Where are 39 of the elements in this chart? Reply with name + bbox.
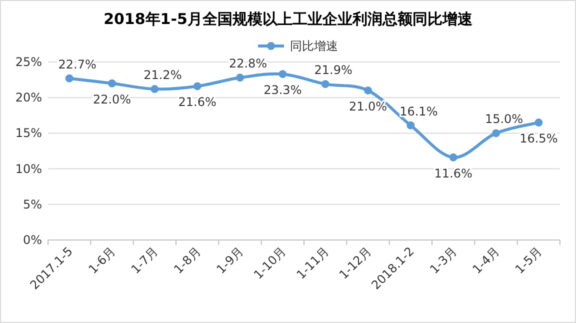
text: 21.0%: [348, 99, 388, 114]
x-tick-label: 1-3月: [427, 244, 460, 276]
point: [193, 82, 202, 90]
y-tick-label: 25%: [15, 55, 42, 69]
text: 16.5%: [520, 132, 558, 146]
point: [150, 85, 159, 94]
point: [108, 79, 116, 88]
text: 21.9%: [314, 63, 352, 78]
text: 11.6%: [434, 166, 472, 180]
point: [278, 70, 287, 78]
text: 22.7%: [58, 57, 96, 72]
text: 22.8%: [228, 56, 268, 71]
legend-label: 同比增速: [290, 39, 338, 53]
chart-title: 2018年1-5月全国规模以上工业企业利润总额同比增速: [104, 10, 474, 28]
text: 22.0%: [92, 92, 132, 106]
x-tick-label: 1-9月: [214, 244, 246, 276]
x-tick-label: 1-8月: [171, 244, 204, 276]
x-tick-label: 1-5月: [512, 244, 545, 276]
text: 21.6%: [178, 95, 216, 110]
point: [236, 74, 244, 82]
x-tick-label: 1-7月: [128, 244, 161, 276]
point: [449, 153, 458, 162]
y-tick-label: 20%: [15, 90, 42, 105]
x-tick-label: 1-6月: [86, 244, 118, 276]
y-tick-label: 5%: [22, 197, 42, 212]
y-tick-label: 10%: [15, 162, 42, 176]
y-tick-label: 0%: [22, 233, 42, 247]
text: 23.3%: [264, 83, 302, 98]
point: [492, 129, 500, 138]
text: 16.1%: [400, 104, 438, 118]
text: 21.2%: [144, 68, 182, 82]
point: [65, 74, 74, 82]
x-tick-label: 1-4月: [470, 244, 502, 276]
text: 15.0%: [484, 112, 524, 126]
point: [534, 118, 543, 127]
y-tick-label: 15%: [15, 126, 42, 140]
point: [406, 121, 415, 130]
point: [321, 80, 330, 88]
point: [364, 86, 372, 94]
